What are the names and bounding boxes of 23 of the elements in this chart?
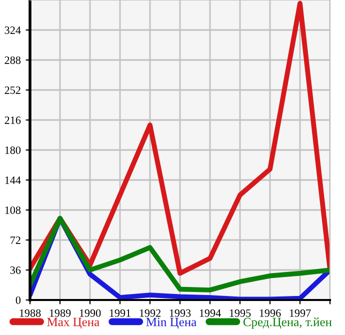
y-tick-label: 108 — [5, 206, 21, 214]
y-tick-label: 180 — [5, 146, 21, 154]
x-tick-label: 1989 — [50, 309, 71, 317]
y-tick-label: 324 — [4, 26, 21, 34]
x-tick-label: 1990 — [80, 309, 101, 317]
legend-label: Min Цена — [146, 318, 196, 329]
y-tick-label: 144 — [5, 176, 21, 184]
y-tick-label: 252 — [4, 86, 20, 94]
x-tick-label: 1988 — [20, 309, 41, 317]
y-tick-label: 0 — [16, 296, 21, 304]
legend-label: Сред.Цена, т.йен — [243, 318, 332, 329]
x-tick-label: 1992 — [140, 309, 160, 317]
x-tick-label: 1991 — [110, 309, 130, 317]
x-tick-label: 1993 — [170, 309, 191, 317]
x-tick-label: 1995 — [230, 309, 251, 317]
y-tick-label: 288 — [4, 56, 21, 64]
x-tick-label: 1994 — [200, 309, 221, 317]
x-tick-label: 1997 — [290, 309, 311, 317]
x-tick-label: 1996 — [260, 309, 281, 317]
y-tick-label: 36 — [10, 266, 21, 274]
legend-label: Max Цена — [47, 318, 100, 329]
y-tick-label: 216 — [4, 116, 21, 124]
y-tick-label: 72 — [10, 236, 20, 244]
